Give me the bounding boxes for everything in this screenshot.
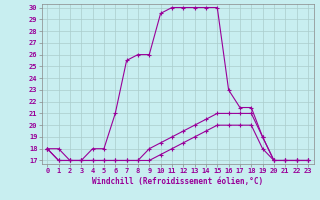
X-axis label: Windchill (Refroidissement éolien,°C): Windchill (Refroidissement éolien,°C) [92,177,263,186]
